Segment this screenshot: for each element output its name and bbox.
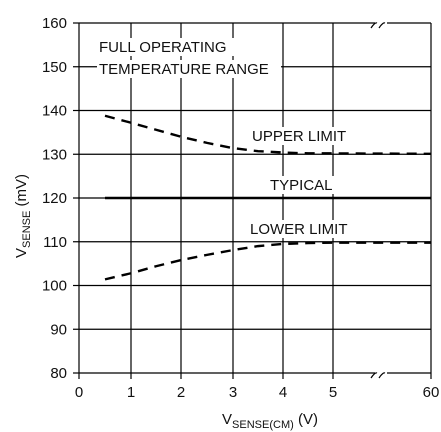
y-tick-label: 100 (42, 278, 67, 295)
y-tick-label: 150 (42, 59, 67, 76)
x-tick-label: 4 (279, 384, 287, 401)
label-lower-limit: LOWER LIMIT (250, 221, 348, 238)
x-tick-label: 3 (229, 384, 237, 401)
y-tick-label: 160 (42, 15, 67, 32)
series-layer (104, 114, 432, 281)
x-tick-label: 60 (423, 384, 440, 401)
y-tick-label: 120 (42, 190, 67, 207)
x-axis-title-main: V (222, 411, 232, 428)
label-background (97, 38, 241, 56)
y-axis-title-main: V (13, 248, 30, 258)
x-tick-label: 2 (177, 384, 185, 401)
x-tick-label: 1 (127, 384, 135, 401)
y-axis-title-sub: SENSE (21, 211, 33, 248)
label-background (268, 176, 336, 194)
y-axis-title: VSENSE (mV) (13, 174, 33, 258)
y-axis-title-unit: (mV) (13, 174, 30, 211)
x-tick-label: 5 (329, 384, 337, 401)
y-tick-label: 80 (50, 365, 67, 382)
x-axis-title-unit: (V) (294, 411, 318, 428)
label-background (97, 60, 281, 78)
axis-break-mark (370, 22, 386, 29)
axis-break-mark (370, 372, 386, 379)
axis-break-gap (375, 369, 387, 377)
annotation-conditions-line2: TEMPERATURE RANGE (99, 61, 269, 78)
y-tick-label: 140 (42, 103, 67, 120)
axis-break-gap (375, 19, 387, 27)
series-line-2 (104, 241, 431, 281)
y-tick-label: 130 (42, 146, 67, 163)
label-upper-limit: UPPER LIMIT (252, 128, 346, 145)
x-axis-title: VSENSE(CM) (V) (222, 411, 318, 431)
label-typical: TYPICAL (270, 177, 333, 194)
y-tick-label: 110 (43, 234, 67, 251)
tick-labels: 80 90 100 110 120 130 140 150 160 0 1 2 3 4 5 60 (42, 15, 439, 401)
annotation-conditions-line1: FULL OPERATING (99, 39, 227, 56)
y-tick-label: 90 (50, 321, 67, 338)
label-background (248, 220, 358, 238)
x-axis-title-sub: SENSE(CM) (232, 419, 294, 431)
x-tick-label: 0 (75, 384, 83, 401)
label-background (250, 127, 358, 145)
